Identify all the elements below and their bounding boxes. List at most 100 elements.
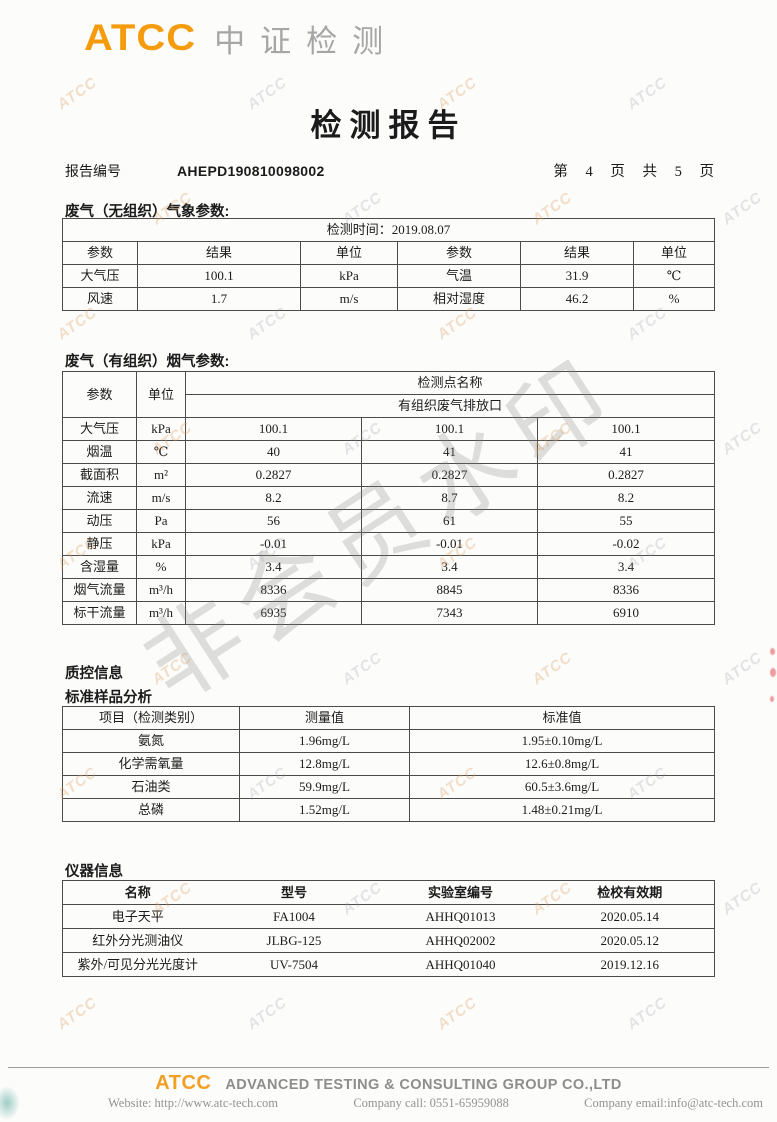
table-cell: 40 (185, 440, 362, 464)
table-cell: UV-7504 (212, 952, 376, 977)
table-cell: m³/h (136, 601, 186, 625)
table-cell: 截面积 (62, 463, 137, 487)
table-cell: 6910 (536, 601, 716, 625)
table-cell: -0.01 (361, 532, 538, 556)
section-title-qc: 质控信息 (65, 666, 123, 682)
table-cell: 1.52mg/L (239, 798, 410, 822)
table-cell: 含湿量 (62, 555, 137, 579)
table-cell: JLBG-125 (212, 928, 376, 953)
table-cell: 1.96mg/L (239, 729, 410, 753)
table-cell: 电子天平 (62, 904, 213, 929)
red-stamp-mark (770, 668, 776, 677)
table-cell: 41 (536, 440, 716, 464)
atcc-tile-watermark: ATCC (149, 648, 196, 689)
weather-parameters-table: 检测时间：2019.08.07 参数 结果 单位 参数 结果 单位 大气压 100.1 kPa 气温… (61, 218, 716, 311)
table-cell: 0.2827 (536, 463, 716, 487)
page-indicator: 第 4 页 共 5 页 (553, 164, 714, 180)
report-meta-row: 报告编号 AHEPD190810098002 第 4 页 共 5 页 (65, 160, 714, 181)
footer-website: Website: http://www.atc-tech.com (108, 1096, 279, 1110)
table-cell: 紫外/可见分光光度计 (62, 952, 213, 977)
table-cell: 55 (536, 509, 716, 533)
table-cell: 8.2 (185, 486, 362, 510)
table-cell: ℃ (632, 264, 716, 288)
table-cell: 烟气流量 (62, 578, 137, 602)
table-cell: AHHQ02002 (375, 928, 546, 953)
atcc-tile-watermark: ATCC (0, 418, 6, 459)
table-cell: kPa (300, 264, 398, 288)
table-cell: 8.2 (536, 486, 716, 510)
table-cell: 1.95±0.10mg/L (409, 729, 715, 753)
atcc-logo-text: ATCC (84, 17, 197, 59)
table-cell: 100.1 (536, 417, 716, 441)
table-cell: FA1004 (212, 904, 376, 929)
table-cell: 名称 (62, 880, 213, 905)
table-cell: 100.1 (361, 417, 538, 441)
table-cell: 参数 (62, 371, 137, 418)
table-cell: 气温 (397, 264, 521, 288)
table-cell: 59.9mg/L (239, 775, 410, 799)
table-cell: Pa (136, 509, 186, 533)
table-cell: m² (136, 463, 186, 487)
table-cell: 8845 (361, 578, 538, 602)
table-cell: 化学需氧量 (62, 752, 240, 776)
table-cell: % (136, 555, 186, 579)
atcc-tile-watermark: ATCC (0, 878, 6, 919)
table-cell: AHHQ01040 (375, 952, 546, 977)
table-cell: 标干流量 (62, 601, 137, 625)
table-cell: 60.5±3.6mg/L (409, 775, 715, 799)
point-name-header-cell: 检测点名称 (184, 371, 716, 395)
table-cell: 大气压 (62, 264, 138, 288)
table-cell: 参数 (62, 241, 138, 265)
atcc-tile-watermark: ATCC (719, 418, 766, 459)
red-stamp-mark (770, 696, 774, 702)
table-cell: 单位 (300, 241, 398, 265)
table-cell: m³/h (136, 578, 186, 602)
brand-name-cn: 中证检测 (214, 24, 399, 59)
table-cell: 46.2 (520, 287, 634, 311)
atcc-tile-watermark: ATCC (624, 993, 671, 1034)
red-stamp-mark (770, 648, 775, 655)
table-cell: 8336 (185, 578, 362, 602)
atcc-tile-watermark: ATCC (529, 648, 576, 689)
table-cell: 7343 (361, 601, 538, 625)
table-cell: 0.2827 (185, 463, 362, 487)
table-cell: 烟温 (62, 440, 137, 464)
table-cell: 8336 (536, 578, 716, 602)
table-cell: 2020.05.14 (545, 904, 715, 929)
table-cell: 结果 (520, 241, 634, 265)
report-number-label: 报告编号 (65, 165, 121, 180)
footer-contact-row: Website: http://www.atc-tech.com Company… (108, 1096, 763, 1111)
table-cell: 100.1 (137, 264, 301, 288)
table-cell: 1.48±0.21mg/L (409, 798, 715, 822)
table-cell: 3.4 (185, 555, 362, 579)
table-cell: ℃ (136, 440, 186, 464)
atcc-tile-watermark: ATCC (0, 648, 6, 689)
table-cell: 0.2827 (361, 463, 538, 487)
footer-logo-row: ATCC ADVANCED TESTING & CONSULTING GROUP… (0, 1072, 777, 1095)
atcc-tile-watermark: ATCC (339, 648, 386, 689)
table-cell: 静压 (62, 532, 137, 556)
table-cell: 12.6±0.8mg/L (409, 752, 715, 776)
table-cell: 氨氮 (62, 729, 240, 753)
table-cell: 红外分光测油仪 (62, 928, 213, 953)
table-cell: kPa (136, 532, 186, 556)
table-cell: 3.4 (536, 555, 716, 579)
table-cell: 结果 (137, 241, 301, 265)
atcc-tile-watermark: ATCC (719, 878, 766, 919)
section-title-instruments: 仪器信息 (65, 864, 123, 880)
footer-company-name: ADVANCED TESTING & CONSULTING GROUP CO.,… (225, 1077, 622, 1093)
table-cell: 41 (361, 440, 538, 464)
flue-gas-parameters-table: 参数 单位 检测点名称 有组织废气排放口 大气压 kPa 100.1 100.1 100.1 烟温… (62, 371, 716, 625)
section-subtitle-standard-sample: 标准样品分析 (65, 690, 152, 706)
table-cell: 8.7 (361, 486, 538, 510)
table-cell: 61 (361, 509, 538, 533)
section-title-weather: 废气（无组织）气象参数: (65, 204, 230, 220)
footer-email: Company email:info@atc-tech.com (584, 1096, 763, 1110)
detection-time-cell: 检测时间：2019.08.07 (61, 218, 716, 242)
table-cell: 3.4 (361, 555, 538, 579)
table-cell: 100.1 (185, 417, 362, 441)
table-cell: -0.02 (536, 532, 716, 556)
table-cell: 单位 (136, 371, 186, 418)
footer-phone: Company call: 0551-65959088 (353, 1096, 509, 1110)
